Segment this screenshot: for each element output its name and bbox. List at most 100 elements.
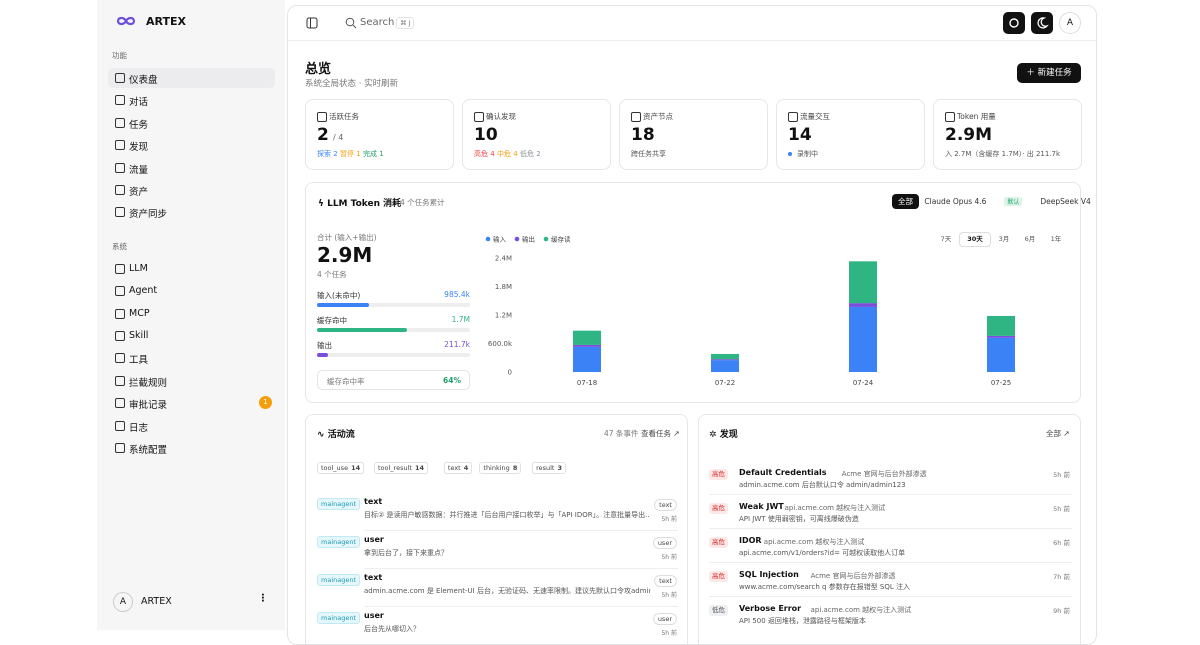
sidebar-toggle[interactable]	[306, 17, 318, 29]
event-title: text	[364, 497, 383, 506]
agent-tag: mainagent	[317, 574, 361, 586]
nav-item[interactable]: 审批记录 1	[108, 393, 275, 413]
icon	[115, 263, 125, 274]
nav-item[interactable]: LLM	[108, 259, 275, 279]
main-panel: Search ⌘ J A 总览 系统全局状态 · 实时刷新 ＋ 新建任务 ϟ L…	[287, 5, 1097, 645]
nav-item[interactable]: 拦截规则	[108, 371, 275, 391]
nav-item[interactable]: 对话	[108, 90, 275, 110]
nav-item[interactable]: 工具	[108, 348, 275, 368]
chip-count: 14	[414, 464, 424, 472]
stat-note: 录制中	[797, 150, 818, 158]
model-tab[interactable]: 全部	[892, 194, 919, 209]
finding-name: SQL Injection	[739, 570, 799, 579]
divider	[364, 606, 678, 607]
range-tab[interactable]: 3月	[998, 235, 1010, 243]
legend-label: 输入	[493, 235, 507, 244]
finding-time: 6h 前	[1053, 539, 1070, 547]
model-tab[interactable]: Claude Opus 4.6	[924, 197, 987, 206]
panel-subtitle: 4 个任务累计	[400, 198, 445, 207]
stat-label: 资产节点	[643, 112, 673, 121]
icon	[945, 112, 955, 122]
title: 发现	[719, 430, 738, 440]
stat-value: 2.9M	[945, 125, 993, 145]
stat-label: 确认发现	[486, 112, 516, 121]
nav-label: 系统配置	[129, 445, 168, 456]
x-tick-label: 07-22	[715, 379, 735, 387]
range-tab[interactable]: 1年	[1050, 235, 1062, 243]
icon	[115, 286, 125, 297]
icon	[115, 420, 125, 431]
badge: 1	[259, 396, 272, 410]
chip-count: 3	[557, 464, 563, 472]
severity-tag: 高危	[709, 571, 728, 582]
kind-tag: user	[652, 537, 677, 549]
range-tab[interactable]: 7天	[940, 235, 952, 243]
bar-segment	[987, 337, 1015, 372]
filter-chip[interactable]: text 4	[443, 462, 473, 474]
nav-item[interactable]: 仪表盘	[108, 68, 275, 88]
new-task-button[interactable]: ＋ 新建任务	[1017, 63, 1081, 83]
finding-task: Acme 官网与后台外部渗透	[810, 572, 896, 580]
usage-bar	[317, 328, 407, 332]
nav-item[interactable]: 任务	[108, 113, 275, 133]
nav-label: Agent	[129, 285, 158, 297]
nav-label: 发现	[129, 142, 149, 154]
chip-name: tool_result	[378, 464, 412, 472]
y-tick-label: 600.0k	[488, 340, 513, 348]
filter-chip[interactable]: thinking 8	[479, 462, 522, 474]
nav-item[interactable]: 流量	[108, 158, 275, 178]
kind-tag: user	[652, 613, 677, 625]
stat-label: 活跃任务	[329, 112, 359, 121]
stat-detail: 中危 4	[497, 150, 518, 158]
finding-desc: www.acme.com/search q 参数存在报错型 SQL 注入	[739, 583, 911, 591]
event-time: 5h 前	[661, 554, 677, 561]
model-tab[interactable]: DeepSeek V4	[1040, 197, 1091, 206]
activity-panel: ∿ 活动流 47 条事件 查看任务 ↗ tool_use 14 tool_resul…	[305, 414, 688, 644]
bar-segment	[573, 330, 601, 345]
view-tasks[interactable]: 查看任务 ↗	[641, 429, 680, 438]
nav-item[interactable]: 日志	[108, 416, 275, 436]
stat-detail: 探索 2	[317, 150, 338, 158]
bar-segment	[987, 315, 1015, 336]
stat-value: 10	[474, 125, 498, 145]
button-label: 新建任务	[1037, 68, 1072, 78]
cache-rate: 缓存命中率 64%	[317, 370, 470, 390]
filter-chip[interactable]: result 3	[532, 462, 567, 474]
search[interactable]: Search	[360, 17, 395, 28]
icon	[788, 112, 798, 122]
filter-chip[interactable]: tool_use 14	[317, 462, 365, 474]
stat-card: 确认发现 10 高危 4 中危 4 低危 2	[462, 99, 611, 170]
bar-segment	[849, 306, 877, 372]
icon	[115, 398, 125, 409]
all-findings[interactable]: 全部 ↗	[1046, 429, 1070, 438]
nav-item[interactable]: MCP	[108, 304, 275, 324]
nav-item[interactable]: 发现	[108, 135, 275, 155]
filter-chip[interactable]: tool_result 14	[374, 462, 428, 474]
nav-item[interactable]: 资产	[108, 180, 275, 200]
nav-item[interactable]: Skill	[108, 326, 275, 346]
x-tick-label: 07-25	[991, 379, 1011, 387]
stat-suffix: / 4	[333, 133, 344, 142]
event-time: 5h 前	[661, 592, 677, 599]
range-tab[interactable]: 6月	[1024, 235, 1036, 243]
user-menu[interactable]: · · ·	[261, 590, 265, 607]
y-tick-label: 2.4M	[495, 255, 512, 263]
divider	[709, 528, 1072, 529]
bar-segment	[987, 335, 1015, 338]
settings-button[interactable]	[1003, 12, 1025, 34]
nav-label: 日志	[129, 422, 149, 434]
nav-item[interactable]: 资产同步	[108, 202, 275, 222]
theme-button[interactable]	[1031, 12, 1053, 34]
nav-label: 仪表盘	[129, 75, 158, 86]
nav-item[interactable]: 系统配置	[108, 438, 275, 458]
icon	[115, 140, 125, 151]
icon	[115, 185, 125, 195]
avatar[interactable]: A	[1059, 12, 1081, 34]
event-title: user	[364, 535, 384, 544]
stat-card: 流量交互 14 录制中	[776, 99, 925, 170]
chip-count: 4	[463, 464, 469, 472]
range-tab[interactable]: 30天	[960, 233, 990, 246]
activity-title: ∿ 活动流	[317, 430, 355, 440]
nav-item[interactable]: Agent	[108, 281, 275, 301]
icon	[115, 162, 125, 173]
